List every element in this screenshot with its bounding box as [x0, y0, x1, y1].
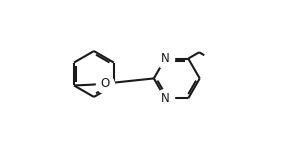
Text: O: O	[101, 77, 110, 90]
Text: N: N	[161, 52, 170, 65]
Text: N: N	[161, 92, 170, 105]
